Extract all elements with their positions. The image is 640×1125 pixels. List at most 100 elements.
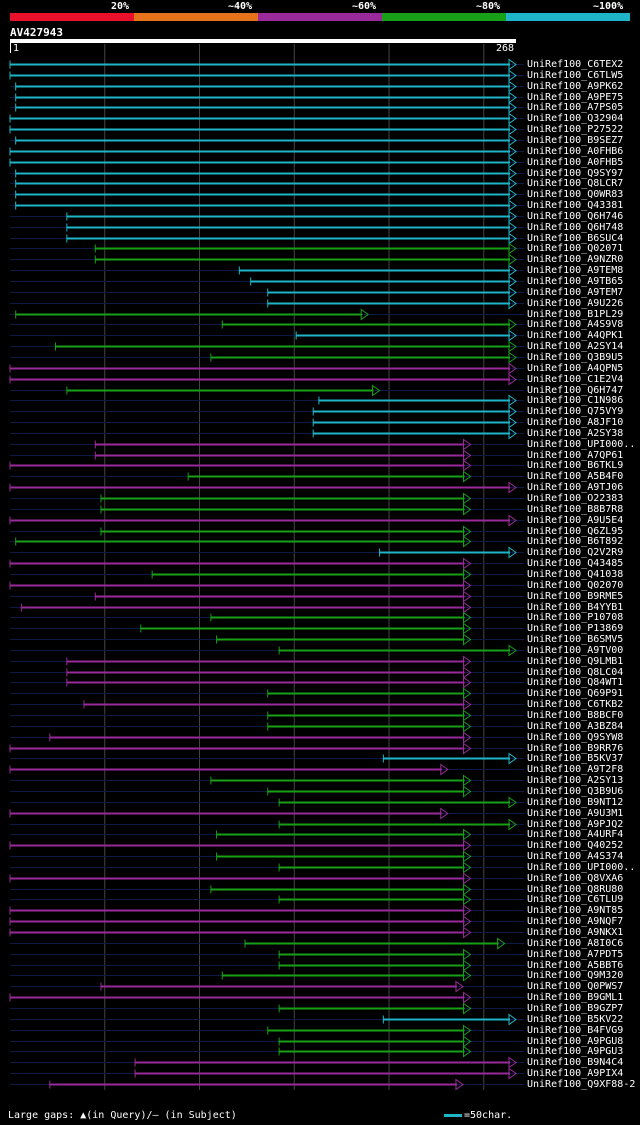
- hit-label[interactable]: UniRef100_A2SY14: [527, 340, 624, 352]
- hit-label[interactable]: UniRef100_B6SMV5: [527, 633, 624, 645]
- hit-label[interactable]: UniRef100_Q02070: [527, 579, 624, 591]
- hit-label[interactable]: UniRef100_Q9LMB1: [527, 655, 624, 667]
- hit-label[interactable]: UniRef100_B6TKL9: [527, 459, 624, 471]
- hit-label[interactable]: UniRef100_C6TKB2: [527, 698, 624, 710]
- hit-label[interactable]: UniRef100_Q3B9U5: [527, 351, 624, 363]
- hit-label[interactable]: UniRef100_Q9XF88-2: [527, 1078, 636, 1090]
- hit-label[interactable]: UniRef100_B8B7R8: [527, 503, 624, 515]
- hit-label[interactable]: UniRef100_A9PK62: [527, 80, 624, 92]
- hit-label[interactable]: UniRef100_Q8LCR7: [527, 177, 624, 189]
- hit-label[interactable]: UniRef100_Q9SYW8: [527, 731, 624, 743]
- hit-label[interactable]: UniRef100_Q8VXA6: [527, 872, 624, 884]
- hit-label[interactable]: UniRef100_A4S9V8: [527, 318, 624, 330]
- hit-label[interactable]: UniRef100_C6TLU9: [527, 893, 624, 905]
- hit-end-arrow: [463, 492, 472, 505]
- hit-label[interactable]: UniRef100_Q02071: [527, 242, 624, 254]
- hit-label[interactable]: UniRef100_B1PL29: [527, 308, 624, 320]
- hit-label[interactable]: UniRef100_Q75VY9: [527, 405, 624, 417]
- hit-label[interactable]: UniRef100_B5KV37: [527, 752, 624, 764]
- hit-label[interactable]: UniRef100_B5KV22: [527, 1013, 624, 1025]
- hit-label[interactable]: UniRef100_B9GML1: [527, 991, 624, 1003]
- hit-label[interactable]: UniRef100_A9T2F8: [527, 763, 624, 775]
- hit-label[interactable]: UniRef100_Q6H748: [527, 221, 624, 233]
- hit-label[interactable]: UniRef100_B9NT12: [527, 796, 624, 808]
- hit-label[interactable]: UniRef100_A9U5E4: [527, 514, 624, 526]
- hit-label[interactable]: UniRef100_P27522: [527, 123, 624, 135]
- hit-label[interactable]: UniRef100_A0FHB6: [527, 145, 624, 157]
- hit-label[interactable]: UniRef100_A9NQF7: [527, 915, 624, 927]
- hit-label[interactable]: UniRef100_B4FVG9: [527, 1024, 624, 1036]
- hit-label[interactable]: UniRef100_Q69P91: [527, 687, 624, 699]
- hit-label[interactable]: UniRef100_Q32904: [527, 112, 624, 124]
- hit-end-arrow: [508, 210, 517, 223]
- hit-label[interactable]: UniRef100_A9PGU3: [527, 1045, 624, 1057]
- hit-label[interactable]: UniRef100_Q43485: [527, 557, 624, 569]
- hit-label[interactable]: UniRef100_B9GZP7: [527, 1002, 624, 1014]
- hit-label[interactable]: UniRef100_B9RR76: [527, 742, 624, 754]
- hit-label[interactable]: UniRef100_A9TV00: [527, 644, 624, 656]
- hit-label[interactable]: UniRef100_A9TJ06: [527, 481, 624, 493]
- hit-label[interactable]: UniRef100_A9U226: [527, 297, 624, 309]
- hit-label[interactable]: UniRef100_UPI000..: [527, 861, 636, 873]
- hit-label[interactable]: UniRef100_Q43381: [527, 199, 624, 211]
- hit-label[interactable]: UniRef100_Q84WT1: [527, 676, 624, 688]
- hit-label[interactable]: UniRef100_A9NT85: [527, 904, 624, 916]
- hit-label[interactable]: UniRef100_Q3B9U6: [527, 785, 624, 797]
- hit-label[interactable]: UniRef100_A9NZR0: [527, 253, 624, 265]
- hit-label[interactable]: UniRef100_A5B4F0: [527, 470, 624, 482]
- hit-label[interactable]: UniRef100_A4QPN5: [527, 362, 624, 374]
- hit-label[interactable]: UniRef100_C1N986: [527, 394, 624, 406]
- hit-label[interactable]: UniRef100_A9TEM7: [527, 286, 624, 298]
- hit-label[interactable]: UniRef100_A2SY13: [527, 774, 624, 786]
- hit-label[interactable]: UniRef100_A9U3M1: [527, 807, 624, 819]
- hit-label[interactable]: UniRef100_C6TEX2: [527, 58, 624, 70]
- hit-label[interactable]: UniRef100_A4S374: [527, 850, 624, 862]
- hit-label[interactable]: UniRef100_UPI000..: [527, 438, 636, 450]
- hit-end-arrow: [508, 394, 517, 407]
- hit-label[interactable]: UniRef100_A9NKX1: [527, 926, 624, 938]
- hit-label[interactable]: UniRef100_A4URF4: [527, 828, 624, 840]
- hit-label[interactable]: UniRef100_O22383: [527, 492, 624, 504]
- hit-label[interactable]: UniRef100_B9RME5: [527, 590, 624, 602]
- hit-label[interactable]: UniRef100_B9SEZ7: [527, 134, 624, 146]
- hit-label[interactable]: UniRef100_Q0WR83: [527, 188, 624, 200]
- hit-label[interactable]: UniRef100_B6T892: [527, 535, 624, 547]
- hit-end-arrow: [508, 318, 517, 331]
- hit-label[interactable]: UniRef100_A2SY38: [527, 427, 624, 439]
- hit-label[interactable]: UniRef100_A5BBT6: [527, 959, 624, 971]
- hit-label[interactable]: UniRef100_P13869: [527, 622, 624, 634]
- hit-label[interactable]: UniRef100_Q2V2R9: [527, 546, 624, 558]
- hit-label[interactable]: UniRef100_Q8RU80: [527, 883, 624, 895]
- hit-label[interactable]: UniRef100_A9TB65: [527, 275, 624, 287]
- hit-label[interactable]: UniRef100_Q40252: [527, 839, 624, 851]
- hit-label[interactable]: UniRef100_A8JF10: [527, 416, 624, 428]
- hit-label[interactable]: UniRef100_A7QP61: [527, 449, 624, 461]
- hit-label[interactable]: UniRef100_Q8LC04: [527, 666, 624, 678]
- hit-label[interactable]: UniRef100_B4YYB1: [527, 601, 624, 613]
- hit-label[interactable]: UniRef100_A7PS05: [527, 101, 624, 113]
- hit-label[interactable]: UniRef100_B8BCF0: [527, 709, 624, 721]
- hit-label[interactable]: UniRef100_Q6H747: [527, 384, 624, 396]
- hit-label[interactable]: UniRef100_A8I0C6: [527, 937, 624, 949]
- hit-label[interactable]: UniRef100_A9PE75: [527, 91, 624, 103]
- hit-label[interactable]: UniRef100_Q0PWS7: [527, 980, 624, 992]
- hit-end-arrow: [463, 720, 472, 733]
- hit-label[interactable]: UniRef100_A0FHB5: [527, 156, 624, 168]
- hit-label[interactable]: UniRef100_A3BZ84: [527, 720, 624, 732]
- hit-label[interactable]: UniRef100_Q9SY97: [527, 167, 624, 179]
- hit-label[interactable]: UniRef100_A9TEM8: [527, 264, 624, 276]
- hit-label[interactable]: UniRef100_Q6ZL95: [527, 525, 624, 537]
- hit-label[interactable]: UniRef100_Q9M320: [527, 969, 624, 981]
- hit-label[interactable]: UniRef100_P10708: [527, 611, 624, 623]
- hit-label[interactable]: UniRef100_A9PGU8: [527, 1035, 624, 1047]
- hit-label[interactable]: UniRef100_C1E2V4: [527, 373, 624, 385]
- hit-label[interactable]: UniRef100_A9PJQ2: [527, 818, 624, 830]
- hit-label[interactable]: UniRef100_B9N4C4: [527, 1056, 624, 1068]
- hit-label[interactable]: UniRef100_A4QPK1: [527, 329, 624, 341]
- hit-label[interactable]: UniRef100_A7PDT5: [527, 948, 624, 960]
- hit-label[interactable]: UniRef100_Q6H746: [527, 210, 624, 222]
- hit-label[interactable]: UniRef100_A9PIX4: [527, 1067, 624, 1079]
- hit-label[interactable]: UniRef100_B6SUC4: [527, 232, 624, 244]
- hit-label[interactable]: UniRef100_C6TLW5: [527, 69, 624, 81]
- hit-label[interactable]: UniRef100_Q41038: [527, 568, 624, 580]
